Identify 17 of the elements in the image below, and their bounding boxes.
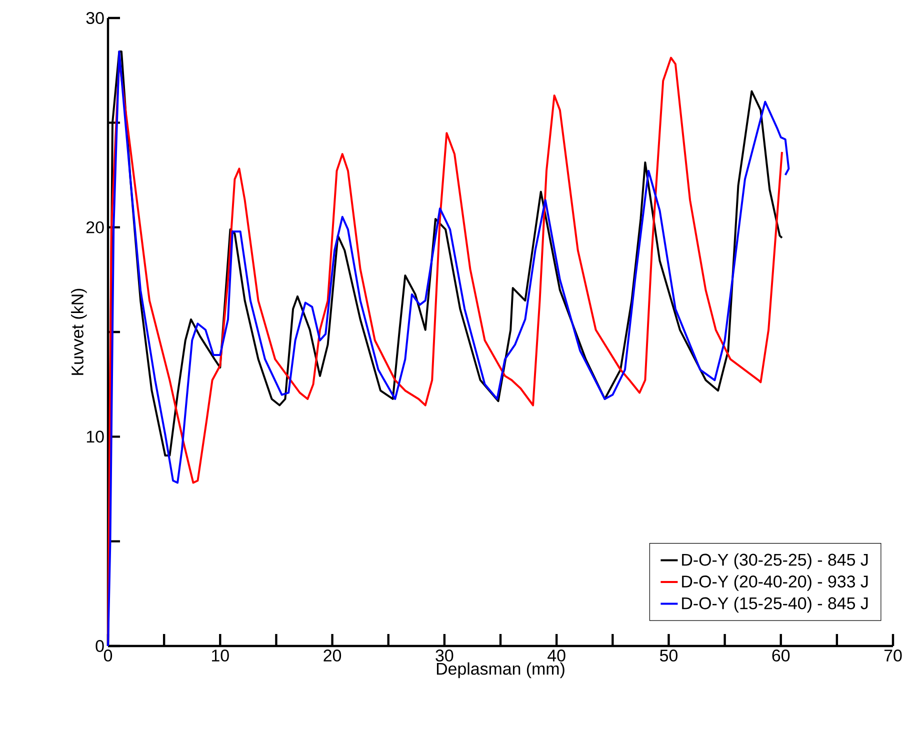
y-tick-label: 0 [96,640,104,652]
x-tick-label: 60 [772,650,790,662]
y-axis-title: Kuvvet (kN) [71,288,87,375]
legend-label: D-O-Y (30-25-25) - 845 J [682,553,868,570]
x-tick-label: 40 [548,650,566,662]
y-tick-label: 10 [86,430,104,443]
x-axis-title: Deplasman (mm) [436,662,564,678]
legend-label: D-O-Y (20-40-20) - 933 J [682,575,868,591]
x-tick-label: 10 [212,650,229,662]
y-tick-label: 30 [86,12,104,24]
x-tick-label: 50 [660,650,678,662]
y-tick-label: 20 [86,221,104,234]
x-tick-label: 70 [884,650,902,662]
x-tick-label: 0 [104,650,112,662]
legend-label: D-O-Y (15-25-40) - 845 J [682,596,868,613]
x-tick-label: 30 [436,650,454,662]
x-tick-label: 20 [324,650,342,662]
